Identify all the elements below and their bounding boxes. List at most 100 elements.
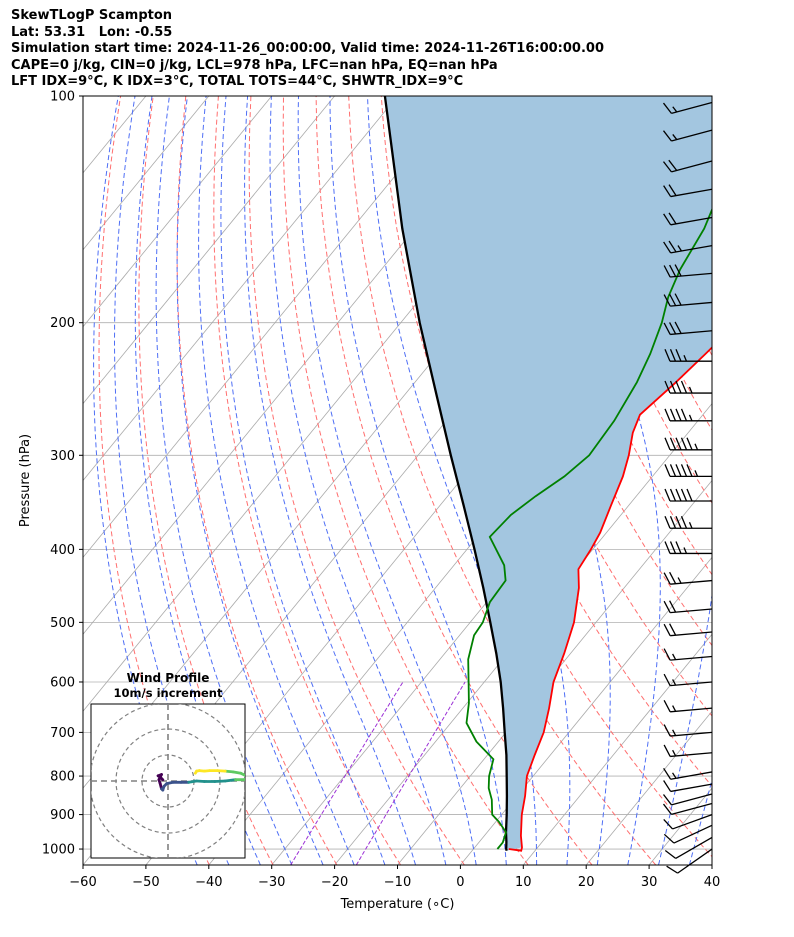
wind-barb [663,293,713,307]
x-tick-label: 0 [456,875,464,890]
y-tick-label: 300 [50,449,75,464]
moist-adiabat-line [329,96,507,865]
wind-barb [663,648,713,661]
dewpoint-line [465,207,712,850]
wind-barb [662,793,713,806]
hodograph-segment [213,779,227,783]
wind-barb [663,571,713,585]
x-tick-label: −10 [384,875,411,890]
wind-barb [663,824,713,844]
dry-adiabat-line [706,96,712,111]
mixing-ratio-line [355,681,466,865]
wind-barb [663,321,713,336]
cin-shading [384,96,712,851]
hodograph-segment [193,769,199,775]
wind-barb [663,264,713,278]
moist-adiabat-line [176,96,324,865]
inset-subtitle: 10m/s increment [114,686,223,700]
parcel-profile-line [383,96,509,852]
location-line: Lat: 53.31 Lon: -0.55 [11,24,173,40]
wind-barb [664,408,712,422]
moist-adiabat-line [297,96,477,865]
y-tick-label: 600 [50,675,75,690]
y-tick-label: 500 [50,616,75,631]
moist-adiabat-line [198,96,355,865]
moist-adiabat-line [220,96,386,865]
wind-barb [664,516,712,529]
wind-barb [662,101,713,114]
wind-barb [664,464,712,478]
wind-barb [662,802,713,815]
time-line: Simulation start time: 2024-11-26_00:00:… [11,41,604,56]
isotherm-line [585,710,712,865]
wind-barb [662,159,713,173]
x-tick-label: −30 [258,875,285,890]
y-tick-label: 700 [50,726,75,741]
y-tick-label: 1000 [42,843,75,858]
dry-adiabat-line [772,96,794,865]
wind-barb [663,813,713,830]
wind-barb [663,780,713,793]
x-tick-label: −60 [69,875,96,890]
moist-adiabat-line [155,96,293,865]
isotherm-line [83,96,84,97]
wind-barb [664,836,713,859]
hodograph-segment [241,778,245,782]
isotherm-line [83,96,398,482]
temperature-line [508,346,712,852]
wind-barb [663,600,713,614]
x-tick-label: 10 [515,875,532,890]
wind-barb [663,724,713,737]
wind-barb [663,673,713,687]
isotherm-line [83,96,335,405]
moist-adiabat-line [269,96,447,865]
mixing-ratio-line [290,681,404,865]
y-tick-label: 400 [50,543,75,558]
dry-adiabat-line [248,96,465,865]
x-tick-label: −40 [195,875,222,890]
moist-adiabat-line [244,96,416,865]
dry-adiabat-line [740,96,794,865]
moist-adiabat-line [367,96,538,865]
dry-adiabat-line [138,96,274,865]
isotherm-line [334,402,712,865]
wind-barb [663,699,713,713]
chart-title: SkewTLogP Scampton [11,8,173,23]
isotherm-line [775,96,794,865]
dry-adiabat-line [543,96,712,504]
isotherm-line [460,556,712,865]
dry-adiabat-line [176,96,338,865]
chart-header: SkewTLogP Scampton Lat: 53.31 Lon: -0.55… [11,8,604,91]
wind-barb [663,744,713,758]
wind-barb [662,129,713,142]
isotherm-line [522,633,712,865]
isotherm-line [83,96,210,251]
inset-title: Wind Profile [127,671,210,685]
wind-barb [663,623,713,637]
index-line: LFT IDX=9°C, K IDX=3°C, TOTAL TOTS=44°C,… [11,74,464,89]
y-tick-label: 200 [50,316,75,331]
wind-barb [663,767,713,780]
x-tick-label: −50 [132,875,159,890]
x-axis-label: Temperature (∘C) [340,897,455,912]
wind-barb [664,437,712,451]
dry-adiabat-line [315,96,593,865]
wind-barb [664,348,712,362]
x-tick-label: 20 [578,875,595,890]
wind-barb [666,848,713,874]
hodograph-segment [223,778,238,783]
cape-line: CAPE=0 j/kg, CIN=0 j/kg, LCL=978 hPa, LF… [11,57,498,73]
wind-barb [664,380,712,394]
x-tick-label: 40 [704,875,721,890]
moist-adiabat-line [644,96,712,865]
wind-barb [663,212,713,226]
dry-adiabat-line [282,96,529,865]
isotherm-line [711,864,712,865]
y-tick-label: 100 [50,90,75,105]
x-tick-label: −20 [321,875,348,890]
wind-barb [664,488,712,502]
wind-barb [663,184,713,198]
wind-barb [664,541,712,555]
isotherm-line [397,479,712,865]
